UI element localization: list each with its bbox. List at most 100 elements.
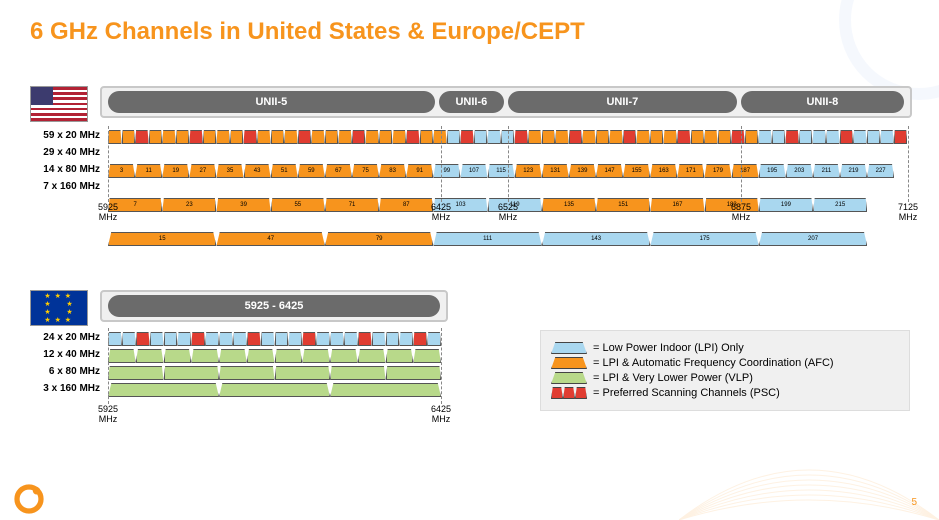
channel-block: [243, 130, 257, 144]
channel-block: [358, 349, 386, 363]
channel-block: [164, 366, 220, 380]
channel-block: [447, 130, 461, 144]
us-row-label: 29 x 40 MHz: [30, 147, 100, 158]
channel-block: 179: [704, 164, 731, 178]
page-title: 6 GHz Channels in United States & Europe…: [30, 18, 585, 46]
legend-box: = Low Power Indoor (LPI) Only = LPI & Aut…: [540, 330, 910, 411]
channel-block: 47: [216, 232, 324, 246]
channel-block: 55: [271, 198, 325, 212]
channel-block: [433, 130, 447, 144]
us-band-box: UNII-5UNII-6UNII-7UNII-8: [100, 86, 912, 118]
channel-block: 195: [759, 164, 786, 178]
freq-tick-label: 6525MHz: [488, 202, 528, 222]
channel-block: [205, 332, 219, 346]
channel-block: 107: [460, 164, 487, 178]
channel-block: 71: [325, 198, 379, 212]
channel-block: [191, 349, 219, 363]
freq-tick-line: [441, 328, 442, 404]
channel-block: 3: [108, 164, 135, 178]
channel-block: [386, 332, 400, 346]
legend-psc-icon: [551, 387, 587, 399]
channel-block: [275, 366, 331, 380]
channel-block: [330, 349, 358, 363]
us-row-label: 14 x 80 MHz: [30, 164, 100, 175]
channel-block: 219: [840, 164, 867, 178]
channel-block: [325, 130, 339, 144]
channel-block: [663, 130, 677, 144]
channel-block: [284, 130, 298, 144]
channel-block: [219, 383, 330, 397]
channel-block: [135, 130, 149, 144]
channel-block: 143: [542, 232, 650, 246]
channel-block: [233, 332, 247, 346]
channel-block: [474, 130, 488, 144]
legend-item: = LPI & Automatic Frequency Coordination…: [551, 357, 899, 369]
channel-block: [316, 332, 330, 346]
channel-block: [406, 130, 420, 144]
legend-text: = LPI & Automatic Frequency Coordination…: [593, 357, 834, 369]
eu-flag: ★ ★ ★★ ★★ ★★ ★ ★: [30, 290, 88, 326]
channel-block: 51: [271, 164, 298, 178]
channel-block: [271, 130, 285, 144]
channel-block: [636, 130, 650, 144]
channel-block: 139: [569, 164, 596, 178]
eu-row-label: 3 x 160 MHz: [30, 383, 100, 394]
channel-block: [609, 130, 623, 144]
channel-block: 131: [542, 164, 569, 178]
channel-block: 91: [406, 164, 433, 178]
channel-block: 23: [162, 198, 216, 212]
channel-block: 75: [352, 164, 379, 178]
channel-block: [302, 332, 316, 346]
channel-block: [164, 332, 178, 346]
channel-block: 111: [433, 232, 541, 246]
channel-block: [826, 130, 840, 144]
channel-block: [365, 130, 379, 144]
channel-block: 215: [813, 198, 867, 212]
channel-block: 135: [542, 198, 596, 212]
freq-tick-label: 5925MHz: [88, 202, 128, 222]
channel-block: [372, 332, 386, 346]
us-flag: [30, 86, 88, 122]
channel-block: [203, 130, 217, 144]
brand-logo-icon: [14, 484, 44, 514]
channel-block: [650, 130, 664, 144]
channel-block: [176, 130, 190, 144]
channel-block: [108, 130, 122, 144]
channel-block: [330, 383, 441, 397]
channel-block: 123: [515, 164, 542, 178]
channel-block: [247, 332, 261, 346]
channel-block: [352, 130, 366, 144]
channel-block: [413, 332, 427, 346]
channel-block: [691, 130, 705, 144]
channel-block: [799, 130, 813, 144]
channel-block: [338, 130, 352, 144]
us-band-pill: UNII-7: [508, 91, 737, 113]
channel-block: 19: [162, 164, 189, 178]
decorative-wave: [679, 400, 939, 520]
eu-channel-chart: [108, 330, 448, 398]
freq-tick-label: 6425MHz: [421, 404, 461, 424]
channel-block: [136, 349, 164, 363]
channel-block: [162, 130, 176, 144]
eu-band-pill: 5925 - 6425: [108, 295, 440, 317]
channel-block: 11: [135, 164, 162, 178]
freq-tick-line: [108, 328, 109, 404]
channel-block: [528, 130, 542, 144]
channel-block: [785, 130, 799, 144]
channel-block: [261, 332, 275, 346]
freq-tick-line: [441, 126, 442, 202]
legend-item: = Low Power Indoor (LPI) Only: [551, 342, 899, 354]
channel-block: 35: [216, 164, 243, 178]
us-band-pill: UNII-6: [439, 91, 504, 113]
eu-row-label: 12 x 40 MHz: [30, 349, 100, 360]
channel-block: [344, 332, 358, 346]
channel-block: [386, 366, 442, 380]
channel-block: [311, 130, 325, 144]
channel-block: [542, 130, 556, 144]
channel-block: [704, 130, 718, 144]
channel-block: 211: [813, 164, 840, 178]
channel-block: 43: [244, 164, 271, 178]
channel-block: [867, 130, 881, 144]
channel-block: [177, 332, 191, 346]
freq-tick-label: 7125MHz: [888, 202, 928, 222]
